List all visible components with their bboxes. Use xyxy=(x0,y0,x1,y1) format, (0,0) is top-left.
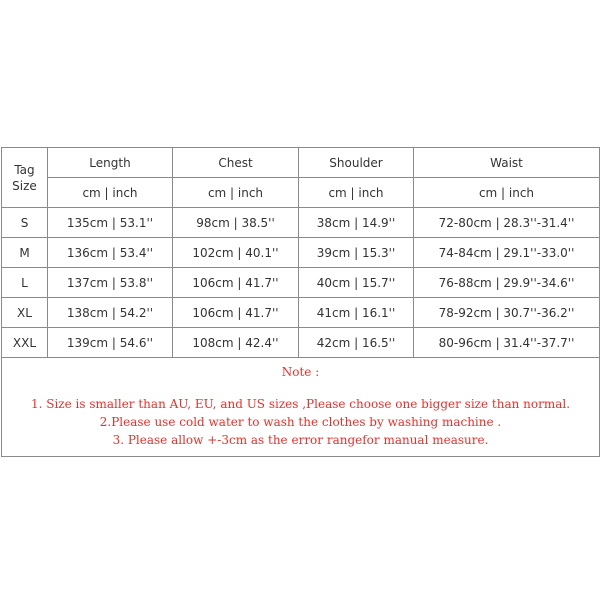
measurement-cell: 78-92cm | 30.7''-36.2'' xyxy=(413,297,600,328)
tag-size-header: Tag Size xyxy=(1,147,48,208)
note-line-1: 1. Size is smaller than AU, EU, and US s… xyxy=(30,397,571,411)
header-row: Tag Size Length Chest Shoulder Waist xyxy=(1,147,600,208)
measurement-cell: 42cm | 16.5'' xyxy=(298,327,414,358)
unit-row: cm | inch cm | inch cm | inch cm | inch xyxy=(2,177,600,208)
measurement-cell: 76-88cm | 29.9''-34.6'' xyxy=(413,267,600,298)
measurement-cell: 102cm | 40.1'' xyxy=(172,237,299,268)
size-cell: XXL xyxy=(1,327,48,358)
column-header-waist: Waist xyxy=(413,147,600,178)
note-cell: Note : 1. Size is smaller than AU, EU, a… xyxy=(1,357,600,457)
size-cell: XL xyxy=(1,297,48,328)
unit-label: cm | inch xyxy=(298,177,414,208)
measurement-cell: 40cm | 15.7'' xyxy=(298,267,414,298)
size-cell: M xyxy=(1,237,48,268)
measurement-cell: 41cm | 16.1'' xyxy=(298,297,414,328)
unit-label: cm | inch xyxy=(47,177,173,208)
column-header-shoulder: Shoulder xyxy=(298,147,414,178)
measurement-cell: 139cm | 54.6'' xyxy=(47,327,173,358)
note-line-2: 2.Please use cold water to wash the clot… xyxy=(99,415,502,429)
note-line-3: 3. Please allow +-3cm as the error range… xyxy=(112,433,489,447)
measurement-cell: 138cm | 54.2'' xyxy=(47,297,173,328)
unit-label: cm | inch xyxy=(172,177,299,208)
table-row: L 137cm | 53.8'' 106cm | 41.7'' 40cm | 15.7… xyxy=(1,267,600,298)
measurement-cell: 136cm | 53.4'' xyxy=(47,237,173,268)
measurement-cell: 137cm | 53.8'' xyxy=(47,267,173,298)
measurement-cell: 106cm | 41.7'' xyxy=(172,297,299,328)
size-cell: L xyxy=(1,267,48,298)
measurement-cell: 135cm | 53.1'' xyxy=(47,207,173,238)
measurement-cell: 72-80cm | 28.3''-31.4'' xyxy=(413,207,600,238)
note-title: Note : xyxy=(281,365,320,379)
table-row: M 136cm | 53.4'' 102cm | 40.1'' 39cm | 15.3… xyxy=(1,237,600,268)
measurement-cell: 74-84cm | 29.1''-33.0'' xyxy=(413,237,600,268)
measurement-cell: 106cm | 41.7'' xyxy=(172,267,299,298)
unit-label: cm | inch xyxy=(413,177,600,208)
measurement-cell: 98cm | 38.5'' xyxy=(172,207,299,238)
table-row: XL 138cm | 54.2'' 106cm | 41.7'' 41cm | 16.… xyxy=(1,297,600,328)
table-row: XXL 139cm | 54.6'' 108cm | 42.4'' 42cm | 16… xyxy=(1,327,600,358)
measurement-cell: 38cm | 14.9'' xyxy=(298,207,414,238)
measurement-cell: 39cm | 15.3'' xyxy=(298,237,414,268)
size-chart-table: Tag Size Length Chest Shoulder Waist cm … xyxy=(1,147,600,457)
column-header-length: Length xyxy=(47,147,173,178)
measurement-cell: 108cm | 42.4'' xyxy=(172,327,299,358)
column-header-chest: Chest xyxy=(172,147,299,178)
note-row: Note : 1. Size is smaller than AU, EU, a… xyxy=(1,357,600,457)
size-cell: S xyxy=(1,207,48,238)
measurement-cell: 80-96cm | 31.4''-37.7'' xyxy=(413,327,600,358)
table-row: S 135cm | 53.1'' 98cm | 38.5'' 38cm | 14.9'… xyxy=(1,207,600,238)
